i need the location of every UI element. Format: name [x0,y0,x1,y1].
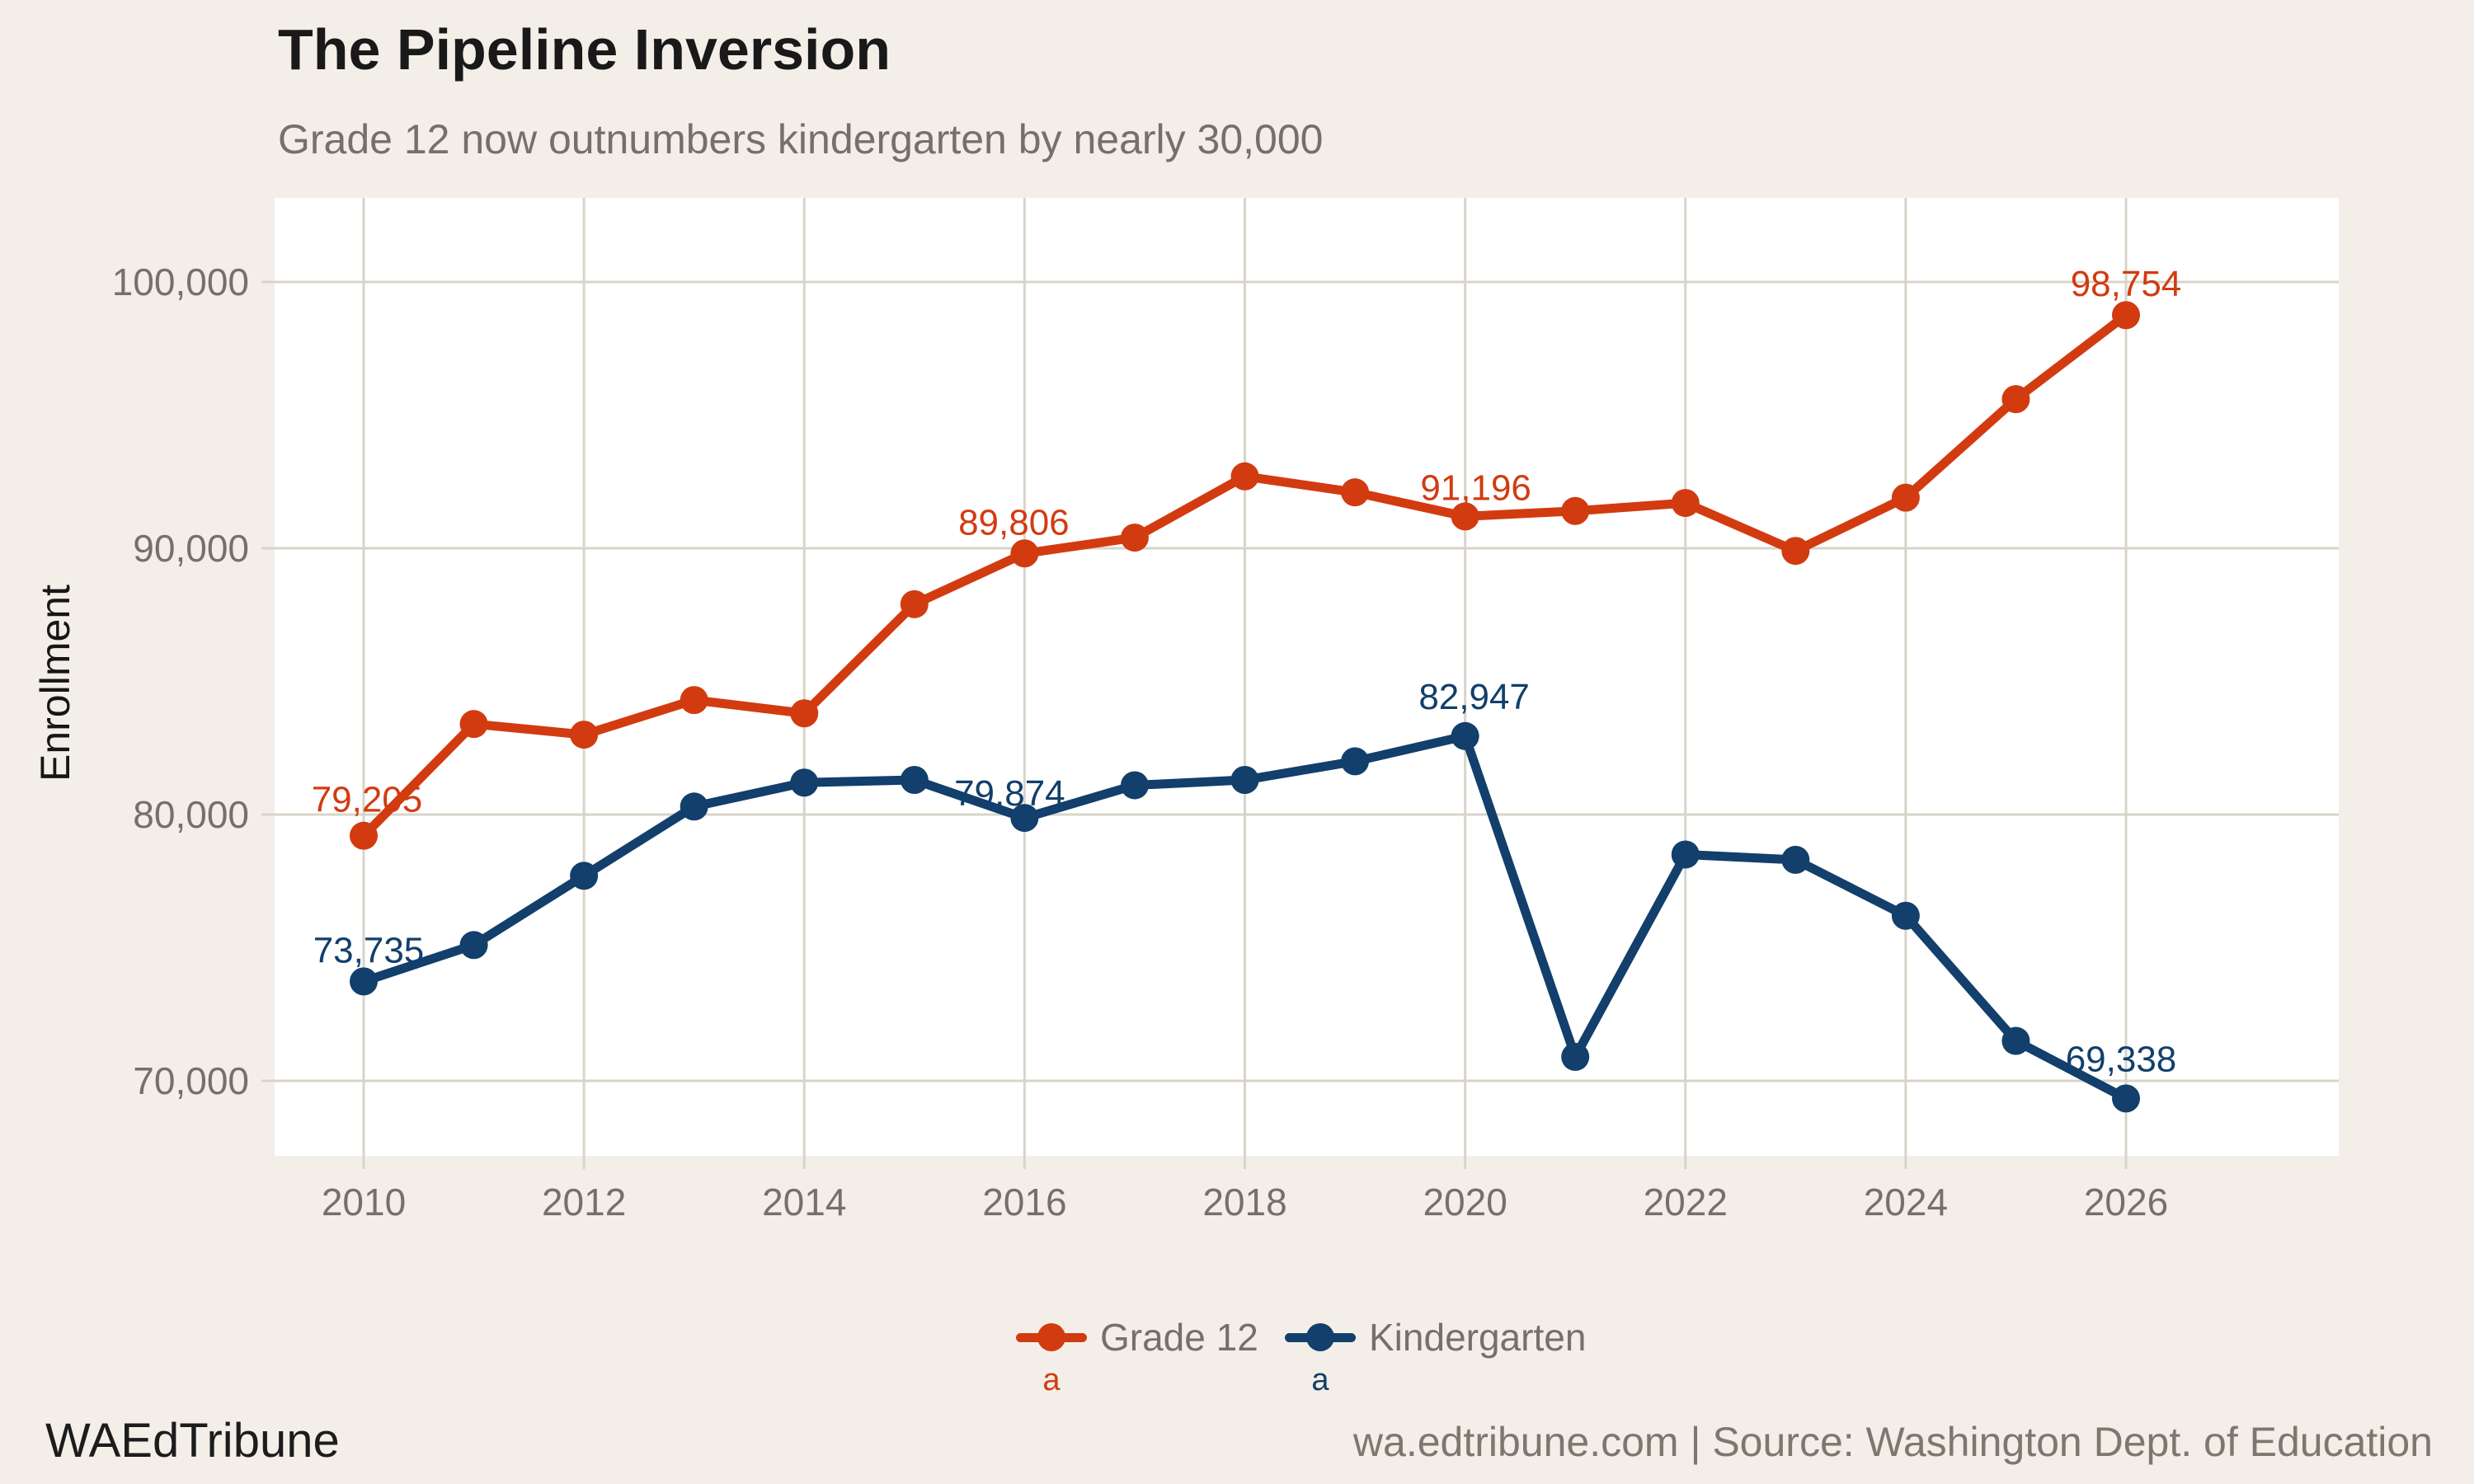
point-label-kindergarten-2020: 82,947 [1418,677,1530,717]
data-point-kindergarten-2026 [2112,1084,2140,1113]
legend-label-kindergarten: Kindergarten [1369,1316,1587,1359]
legend-key-grade-12 [1016,1316,1087,1359]
x-tick-label: 2022 [1644,1181,1728,1223]
legend: Grade 12 a Kindergarten a [1016,1316,1593,1415]
data-point-kindergarten-2019 [1341,747,1370,776]
data-point-grade-12-2012 [570,721,599,749]
data-point-kindergarten-2022 [1671,840,1700,869]
x-tick-label: 2018 [1202,1181,1286,1223]
data-point-kindergarten-2021 [1561,1042,1590,1071]
x-tick-label: 2024 [1864,1181,1948,1223]
data-point-kindergarten-2025 [2001,1026,2030,1055]
legend-label-grade-12: Grade 12 [1100,1316,1258,1359]
x-tick-label: 2014 [762,1181,846,1223]
data-point-kindergarten-2016 [1010,804,1039,833]
plot-panel [275,198,2339,1156]
legend-key-dot-icon [1306,1323,1334,1351]
chart-subtitle: Grade 12 now outnumbers kindergarten by … [278,116,1324,162]
data-point-grade-12-2016 [1010,539,1039,568]
data-point-kindergarten-2012 [570,862,599,890]
data-point-kindergarten-2011 [459,931,488,960]
y-tick-label: 100,000 [112,261,249,303]
point-label-kindergarten-2026: 69,338 [2066,1039,2177,1079]
data-point-kindergarten-2014 [790,768,819,797]
legend-key-char-grade-12: a [1042,1363,1061,1397]
x-tick-label: 2016 [982,1181,1066,1223]
point-label-grade-12-2020: 91,196 [1420,467,1531,508]
data-point-kindergarten-2015 [900,766,929,795]
legend-key-dot-icon [1037,1323,1065,1351]
data-point-grade-12-2013 [680,686,708,715]
footer-source: wa.edtribune.com | Source: Washington De… [1352,1419,2433,1465]
legend-key-char-kindergarten: a [1311,1363,1329,1397]
data-point-kindergarten-2018 [1230,766,1259,795]
data-point-grade-12-2025 [2001,385,2030,414]
y-tick-label: 90,000 [133,527,249,570]
data-point-kindergarten-2020 [1451,721,1479,750]
data-point-grade-12-2018 [1230,462,1259,491]
y-tick-label: 70,000 [133,1059,249,1102]
data-point-grade-12-2017 [1120,524,1149,552]
y-tick-label: 80,000 [133,793,249,836]
point-label-grade-12-2010: 79,205 [312,780,423,820]
data-point-kindergarten-2013 [680,792,708,821]
data-point-grade-12-2011 [459,710,488,739]
legend-key-kindergarten [1285,1316,1356,1359]
data-point-grade-12-2024 [1891,483,1920,512]
data-point-kindergarten-2010 [350,967,378,996]
chart-title: The Pipeline Inversion [278,17,891,82]
y-axis-title: Enrollment [32,585,78,782]
x-tick-label: 2012 [542,1181,626,1223]
data-point-kindergarten-2023 [1781,845,1810,874]
point-label-kindergarten-2016: 79,874 [954,773,1065,814]
point-label-grade-12-2016: 89,806 [958,502,1070,542]
data-point-grade-12-2010 [350,821,378,850]
data-point-grade-12-2014 [790,699,819,728]
point-label-kindergarten-2010: 73,735 [313,930,425,970]
data-point-grade-12-2023 [1781,537,1810,566]
x-tick-label: 2026 [2084,1181,2168,1223]
x-tick-label: 2010 [322,1181,406,1223]
data-point-grade-12-2015 [900,589,929,618]
data-point-grade-12-2020 [1451,502,1479,531]
x-tick-label: 2020 [1423,1181,1507,1223]
data-point-grade-12-2019 [1341,478,1370,507]
data-point-kindergarten-2024 [1891,901,1920,930]
point-label-grade-12-2026: 98,754 [2071,264,2182,304]
data-point-grade-12-2026 [2112,301,2140,330]
footer-brand: WAEdTribune [45,1414,340,1468]
data-point-grade-12-2021 [1561,496,1590,525]
data-point-kindergarten-2017 [1120,771,1149,800]
data-point-grade-12-2022 [1671,489,1700,518]
